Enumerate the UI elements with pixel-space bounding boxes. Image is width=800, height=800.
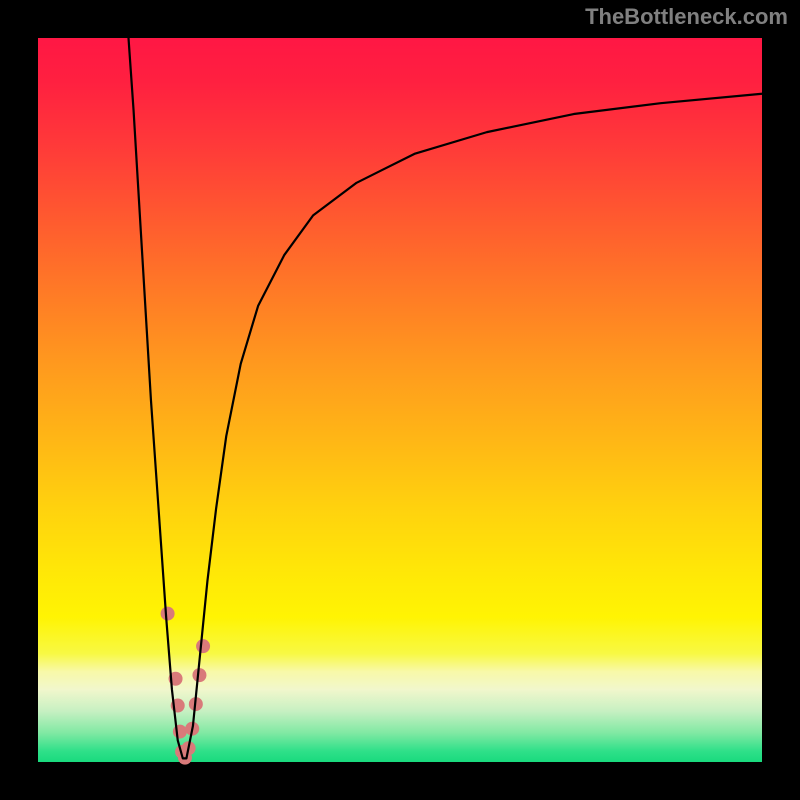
data-marker — [161, 607, 175, 621]
figure-canvas: TheBottleneck.com — [0, 0, 800, 800]
data-marker — [196, 639, 210, 653]
bottleneck-chart — [0, 0, 800, 800]
plot-background — [38, 38, 762, 762]
watermark-text: TheBottleneck.com — [585, 4, 788, 30]
data-marker — [173, 725, 187, 739]
